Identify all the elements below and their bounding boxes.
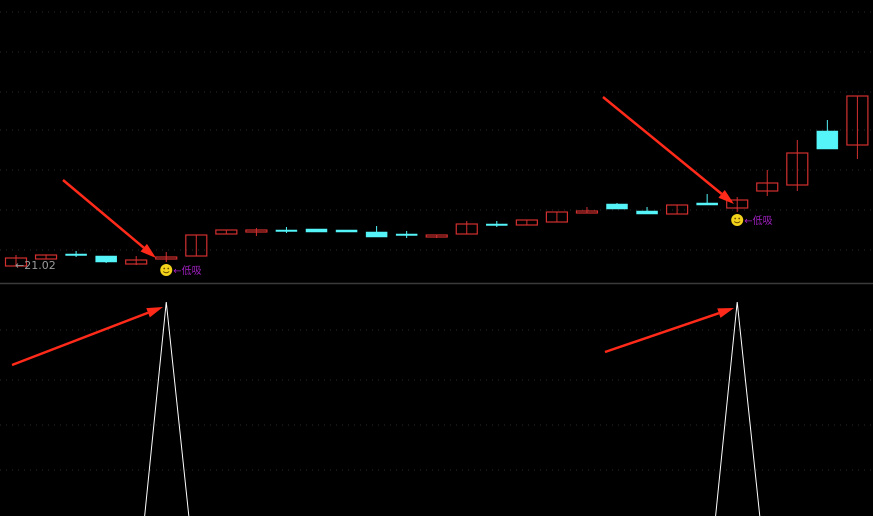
candle-body xyxy=(125,259,148,265)
indicator-line xyxy=(144,301,190,516)
candle xyxy=(34,254,58,260)
candle-body xyxy=(726,199,749,209)
candle-body xyxy=(215,229,238,235)
candle xyxy=(455,221,478,235)
candle-body xyxy=(515,219,538,226)
candle-body xyxy=(95,255,117,263)
arrow-shaft xyxy=(604,311,720,354)
candle xyxy=(215,229,238,235)
smiley-icon xyxy=(160,264,173,276)
candle-body xyxy=(34,254,58,260)
indicator-line xyxy=(715,301,761,516)
smiley-eye xyxy=(738,217,741,220)
red-arrow xyxy=(62,179,156,258)
signal-label: ←低吸 xyxy=(173,264,201,277)
arrow-head xyxy=(146,307,163,318)
candle-body xyxy=(486,223,508,226)
candle xyxy=(786,140,809,191)
smiley-eye xyxy=(734,217,737,220)
candle xyxy=(486,221,508,227)
candle-body xyxy=(786,152,809,186)
candle-body xyxy=(365,231,388,238)
red-arrow xyxy=(11,307,163,367)
arrow-shaft xyxy=(11,311,149,367)
red-arrow xyxy=(602,96,734,204)
candle xyxy=(275,227,298,233)
arrow-head xyxy=(717,308,734,318)
smiley-eye xyxy=(167,267,170,270)
candle xyxy=(545,211,569,223)
candle xyxy=(636,207,658,215)
candle xyxy=(245,228,268,236)
arrow-head xyxy=(718,190,734,204)
candle-body xyxy=(335,229,358,233)
candle xyxy=(665,204,689,215)
candle xyxy=(335,229,358,233)
candle-body xyxy=(816,130,839,150)
candle-body xyxy=(4,257,28,267)
candle-body xyxy=(665,204,689,215)
candle-body xyxy=(455,223,478,235)
candle-body xyxy=(185,234,208,257)
candle xyxy=(515,219,538,226)
candle xyxy=(606,203,628,210)
candle-body xyxy=(65,253,87,256)
candle xyxy=(816,120,839,150)
smiley-icon xyxy=(731,214,744,226)
candle-body xyxy=(575,210,599,214)
candle xyxy=(395,231,418,238)
signal-marker: ←低吸 xyxy=(731,214,773,227)
candle xyxy=(696,194,718,206)
candle xyxy=(125,256,148,265)
smiley-eye xyxy=(163,267,166,270)
signal-label: ←低吸 xyxy=(744,214,772,227)
candle xyxy=(575,207,599,214)
candle xyxy=(726,197,749,212)
candle xyxy=(425,234,448,238)
candle-body xyxy=(425,234,448,238)
smiley-mouth xyxy=(162,271,170,274)
candle-body xyxy=(696,202,718,206)
candle xyxy=(305,228,328,233)
candle-body xyxy=(155,256,178,260)
candle-body xyxy=(606,203,628,210)
red-arrow xyxy=(604,308,734,354)
arrow-shaft xyxy=(602,96,723,195)
candle-body xyxy=(305,228,328,233)
candle-body xyxy=(636,210,658,215)
left-arrow-icon: ← xyxy=(15,259,25,272)
candle-body xyxy=(395,233,418,236)
candle xyxy=(4,255,28,267)
candle xyxy=(65,251,87,257)
candle xyxy=(95,255,117,263)
candle-body xyxy=(846,95,869,146)
candle-body xyxy=(245,229,268,233)
low-price-label: 21.02 xyxy=(24,259,56,272)
candle-body xyxy=(545,211,569,223)
arrow-head xyxy=(140,243,156,258)
candle xyxy=(365,226,388,238)
smiley-mouth xyxy=(733,221,741,224)
candle xyxy=(846,95,869,159)
candle xyxy=(155,252,178,262)
arrow-shaft xyxy=(62,179,145,249)
signal-marker: ←低吸 xyxy=(160,264,202,277)
low-price-marker: ←21.02 xyxy=(15,259,56,272)
candle xyxy=(185,234,208,257)
candle-body xyxy=(756,182,779,192)
candle-body xyxy=(275,229,298,232)
candle xyxy=(756,170,779,196)
